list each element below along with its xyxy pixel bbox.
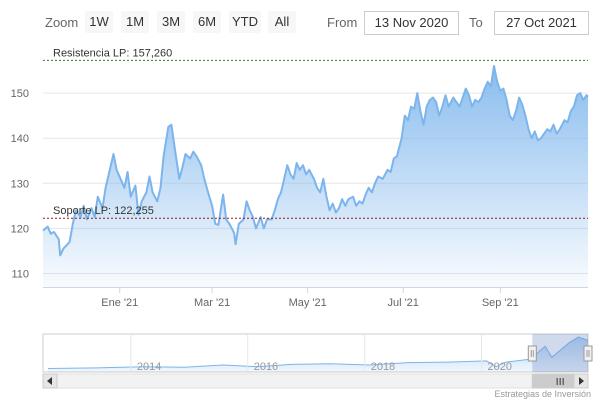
credits-text: Estrategias de Inversión <box>494 389 591 399</box>
range-selector: Zoom 1W 1M 3M 6M YTD All From 13 Nov 202… <box>0 0 603 44</box>
scrollbar-track <box>42 373 589 389</box>
y-tick-label: 150 <box>11 88 29 100</box>
plot-lines: Resistencia LP: 157,260 Soporte LP: 122,2… <box>43 47 588 219</box>
x-tick-label: Ene '21 <box>101 297 138 309</box>
navigator-year-label: 2014 <box>137 361 161 373</box>
to-label: To <box>469 15 483 30</box>
navigator-selection <box>532 334 588 372</box>
navigator-area <box>48 336 588 372</box>
x-tick-label: May '21 <box>289 297 327 309</box>
x-tick-label: Mar '21 <box>194 297 230 309</box>
series-line <box>42 65 589 257</box>
arrow-left-icon <box>47 377 52 385</box>
y-tick-label: 130 <box>11 178 29 190</box>
zoom-ytd-button[interactable]: YTD <box>229 11 261 33</box>
series-area-fill <box>43 66 588 287</box>
navigator-year-label: 2016 <box>254 361 278 373</box>
y-tick-label: 120 <box>11 223 29 235</box>
zoom-1w-button[interactable]: 1W <box>85 11 113 33</box>
zoom-3m-button[interactable]: 3M <box>157 11 185 33</box>
plot-line-label: Soporte LP: 122,255 <box>53 205 154 217</box>
series-area <box>42 65 589 287</box>
arrow-right-icon <box>579 377 584 385</box>
zoom-1m-button[interactable]: 1M <box>121 11 149 33</box>
navigator-handle-right[interactable] <box>583 345 593 362</box>
plot-line-label: Resistencia LP: 157,260 <box>53 47 172 59</box>
zoom-6m-button[interactable]: 6M <box>193 11 221 33</box>
navigator-year-label: 2018 <box>371 361 395 373</box>
y-tick-label: 140 <box>11 133 29 145</box>
from-label: From <box>327 15 358 30</box>
to-date-input[interactable]: 27 Oct 2021 <box>494 11 589 35</box>
scrollbar <box>42 373 589 389</box>
zoom-all-button[interactable]: All <box>268 11 296 33</box>
zoom-label: Zoom <box>45 15 79 30</box>
navigator-handle-left[interactable] <box>527 345 537 362</box>
x-tick-label: Jul '21 <box>387 297 418 309</box>
y-axis: 110 120 130 140 150 <box>11 88 29 280</box>
navigator-year-label: 2020 <box>488 361 512 373</box>
x-axis: Ene '21 Mar '21 May '21 Jul '21 Sep '21 <box>43 287 588 309</box>
x-tick-label: Sep '21 <box>482 297 519 309</box>
y-tick-label: 110 <box>11 268 29 280</box>
navigator: 2014 2016 2018 2020 <box>42 333 593 373</box>
from-date-input[interactable]: 13 Nov 2020 <box>364 11 459 35</box>
navigator-line <box>47 336 589 369</box>
